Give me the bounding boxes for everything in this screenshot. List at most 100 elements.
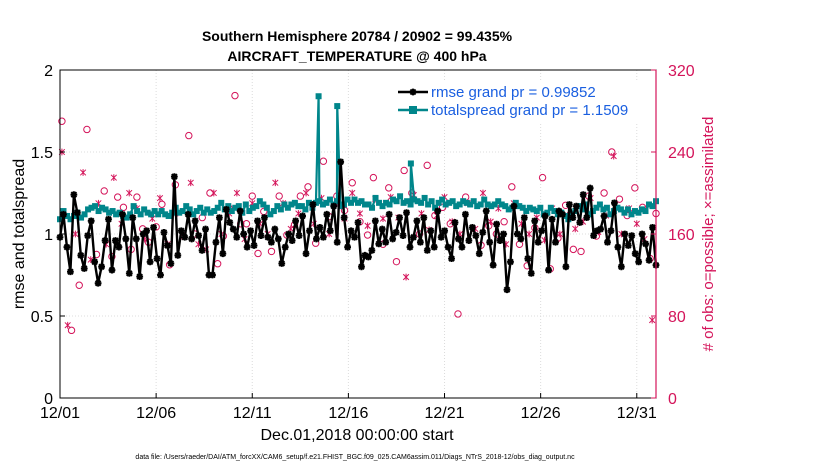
rmse-point <box>513 230 521 238</box>
rmse-point <box>202 225 209 233</box>
totalspread-point <box>95 208 102 215</box>
totalspread-point <box>130 203 137 210</box>
rmse-point <box>122 235 130 243</box>
rmse-point <box>129 214 137 221</box>
obs-assimilated-point <box>79 169 87 176</box>
legend: rmse grand pr = 0.99852 totalspread gran… <box>396 82 652 122</box>
totalspread-point <box>624 206 631 213</box>
y-tick-label: 1 <box>44 227 53 244</box>
obs-possible-point <box>319 157 328 165</box>
y-axis-right-label: # of obs: o=possible; ×=assimilated <box>700 117 717 352</box>
totalspread-point <box>113 211 120 218</box>
rmse-point <box>361 251 369 259</box>
obs-assimilated-point <box>556 230 564 238</box>
y-right-tick-label: 320 <box>668 63 695 80</box>
rmse-point <box>271 225 279 233</box>
totalspread-point <box>390 196 397 203</box>
totalspread-point <box>267 211 274 218</box>
rmse-point <box>229 225 237 233</box>
totalspread-point <box>337 203 344 210</box>
totalspread-point <box>456 201 463 208</box>
rmse-point <box>285 230 293 238</box>
y-tick-label: 2 <box>44 63 53 80</box>
rmse-point <box>358 263 365 271</box>
rmse-point <box>195 232 203 240</box>
rmse-point <box>337 158 345 166</box>
rmse-point <box>503 286 511 294</box>
totalspread-point <box>155 211 162 218</box>
rmse-point <box>233 233 241 241</box>
totalspread-point <box>162 211 169 218</box>
totalspread-point <box>386 201 393 208</box>
rmse-point <box>257 232 265 240</box>
rmse-point <box>254 217 261 225</box>
totalspread-point <box>512 199 519 206</box>
totalspread-point <box>407 160 414 167</box>
rmse-point <box>604 238 611 246</box>
totalspread-point <box>141 206 148 213</box>
obs-assimilated-point <box>233 189 241 197</box>
rmse-point <box>489 261 497 269</box>
totalspread-point <box>505 206 512 213</box>
totalspread-point <box>123 214 130 221</box>
totalspread-point <box>362 201 369 208</box>
totalspread-point <box>439 196 446 203</box>
rmse-point <box>354 219 362 226</box>
rmse-point <box>482 207 490 215</box>
totalspread-point <box>628 211 635 218</box>
obs-possible-point <box>119 203 128 212</box>
rmse-point <box>191 217 199 225</box>
totalspread-point <box>183 203 190 210</box>
totalspread-point <box>551 208 558 215</box>
totalspread-point <box>372 194 379 201</box>
rmse-point <box>118 210 126 218</box>
totalspread-point <box>200 209 207 216</box>
totalspread-point <box>88 204 95 211</box>
totalspread-point <box>186 206 193 213</box>
obs-possible-point <box>508 183 516 191</box>
totalspread-point <box>645 201 652 208</box>
rmse-point <box>340 214 348 221</box>
x-tick-label: 12/31 <box>617 405 657 422</box>
rmse-point <box>222 206 230 213</box>
totalspread-point <box>85 206 92 213</box>
rmse-point <box>455 235 462 243</box>
rmse-point <box>108 266 116 274</box>
obs-assimilated-point <box>210 189 217 197</box>
x-tick-label: 12/11 <box>233 405 272 422</box>
y-axis-left: 0 0.5 1 1.5 2 <box>31 63 65 408</box>
obs-possible-point <box>304 183 312 191</box>
totalspread-point <box>319 201 326 208</box>
obs-possible-point <box>615 195 624 203</box>
obs-possible-point <box>67 326 76 335</box>
totalspread-point <box>365 201 372 208</box>
rmse-point <box>309 201 317 208</box>
rmse-point <box>167 260 175 267</box>
rmse-point <box>98 263 105 271</box>
rmse-point <box>448 255 455 262</box>
rmse-point <box>115 243 123 251</box>
rmse-point <box>313 235 320 243</box>
rmse-point <box>150 224 157 231</box>
obs-assimilated-point <box>572 225 579 233</box>
data-file-footnote: data file: /Users/raeder/DAI/ATM_forcXX/… <box>135 454 575 461</box>
totalspread-point <box>418 199 425 206</box>
rmse-point <box>410 233 417 241</box>
rmse-point <box>527 269 535 277</box>
rmse-point <box>597 225 604 233</box>
totalspread-point <box>470 198 477 205</box>
x-tick-label: 12/01 <box>40 405 80 422</box>
rmse-point <box>347 227 355 235</box>
totalspread-point <box>214 204 221 211</box>
rmse-point <box>607 227 615 235</box>
rmse-point <box>215 214 223 221</box>
rmse-point <box>60 210 67 218</box>
rmse-point <box>576 219 584 226</box>
totalspread-point <box>148 211 155 218</box>
obs-assimilated-point <box>302 189 310 197</box>
rmse-point <box>323 210 331 218</box>
totalspread-point <box>638 206 645 213</box>
totalspread-point <box>253 203 260 210</box>
totalspread-point <box>393 198 400 205</box>
totalspread-point <box>78 214 85 221</box>
